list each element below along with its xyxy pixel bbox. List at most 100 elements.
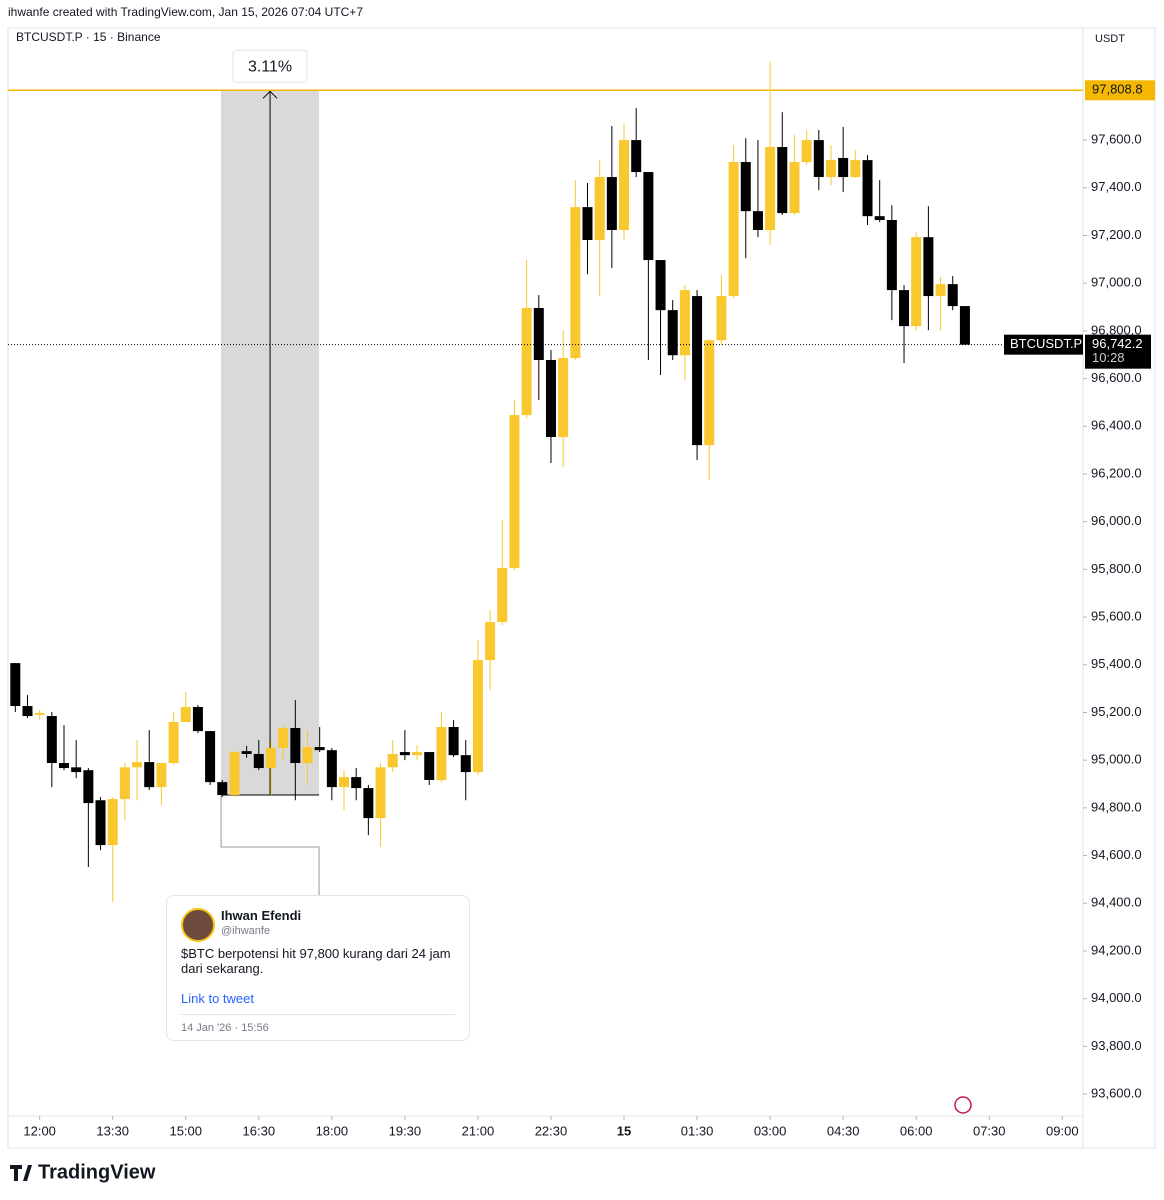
candle-body: [862, 160, 873, 217]
candle-body: [132, 762, 143, 768]
y-tick-label: 95,400.0: [1091, 656, 1142, 671]
y-tick-label: 97,000.0: [1091, 275, 1142, 290]
candle-body: [460, 755, 471, 773]
candle-body: [886, 219, 897, 291]
candle-body: [533, 307, 544, 360]
y-tick-label: 96,800.0: [1091, 322, 1142, 337]
price-tag-box: [1004, 334, 1083, 355]
candle-body: [46, 716, 57, 764]
candle-body: [825, 160, 836, 178]
tweet-link[interactable]: Link to tweet: [181, 991, 254, 1006]
target-label-box: [1085, 80, 1155, 101]
candle-body: [192, 706, 203, 732]
candle-body: [716, 296, 727, 341]
candle-body: [728, 162, 739, 297]
y-tick-label: 94,200.0: [1091, 942, 1142, 957]
x-tick-label: 12:00: [23, 1123, 56, 1138]
candle-body: [789, 162, 800, 214]
candle-body: [339, 777, 350, 788]
y-tick-label: 95,600.0: [1091, 609, 1142, 624]
candle-body: [935, 284, 946, 297]
x-tick-label: 01:30: [681, 1123, 714, 1138]
y-tick-label: 94,800.0: [1091, 799, 1142, 814]
tweet-text: $BTC berpotensi hit 97,800 kurang dari 2…: [181, 946, 451, 976]
candle-body: [10, 663, 21, 707]
candle-body: [850, 160, 861, 178]
x-tick-label: 21:00: [462, 1123, 495, 1138]
candle-body: [156, 763, 167, 788]
candle-body: [740, 162, 751, 212]
y-tick-label: 96,000.0: [1091, 513, 1142, 528]
x-tick-label: 03:00: [754, 1123, 787, 1138]
x-tick-label: 09:00: [1046, 1123, 1079, 1138]
symbol-title: BTCUSDT.P · 15 · Binance: [16, 30, 161, 44]
y-tick-label: 96,400.0: [1091, 418, 1142, 433]
y-tick-label: 93,600.0: [1091, 1085, 1142, 1100]
candle-body: [558, 358, 569, 438]
candle-body: [22, 706, 33, 717]
candle-body: [813, 140, 824, 178]
last-price-label: 96,742.2: [1092, 336, 1143, 351]
x-tick-label: 22:30: [535, 1123, 568, 1138]
candle-body: [655, 260, 666, 311]
tweet-card: Ihwan Efendi @ihwanfe $BTC berpotensi hi…: [166, 895, 470, 1041]
candle-body: [424, 752, 435, 780]
x-tick-label: 16:30: [243, 1123, 276, 1138]
candle-body: [278, 727, 289, 749]
y-tick-label: 94,400.0: [1091, 895, 1142, 910]
y-tick-label: 93,800.0: [1091, 1038, 1142, 1053]
candle-body: [217, 782, 228, 795]
candle-body: [363, 788, 374, 819]
tweet-handle: @ihwanfe: [221, 925, 271, 937]
separator: [181, 1014, 455, 1015]
candle-body: [570, 207, 581, 359]
candle-body: [302, 747, 313, 764]
y-tick-label: 97,600.0: [1091, 132, 1142, 147]
avatar: [181, 908, 215, 942]
y-tick-label: 96,600.0: [1091, 370, 1142, 385]
candle-body: [59, 763, 70, 769]
x-tick-label: 18:00: [316, 1123, 349, 1138]
connector: [220, 794, 320, 895]
candle-body: [692, 296, 703, 446]
candle-body: [95, 800, 106, 846]
candle-body: [801, 140, 812, 163]
candle-body: [619, 140, 630, 231]
candle-body: [485, 622, 496, 661]
candle-body: [667, 310, 678, 356]
candle-body: [83, 770, 94, 804]
tweet-name: Ihwan Efendi: [221, 908, 302, 923]
measure-label: 3.11%: [248, 59, 292, 76]
brand: TradingView: [38, 1161, 156, 1183]
measure-label-box: [232, 49, 308, 83]
candle-body: [838, 157, 849, 178]
brand-logo: [10, 1165, 32, 1181]
candle-body: [679, 290, 690, 356]
y-tick-label: 94,000.0: [1091, 990, 1142, 1005]
candle-body: [947, 284, 958, 307]
x-tick-label: 13:30: [96, 1123, 129, 1138]
candle-body: [959, 306, 970, 345]
candle-body: [606, 177, 617, 231]
candle-body: [326, 750, 337, 788]
candle-body: [119, 767, 130, 800]
candle-body: [314, 747, 325, 751]
candle-body: [777, 147, 788, 214]
candle-body: [643, 172, 654, 261]
candle-body: [472, 660, 483, 773]
candle-body: [497, 567, 508, 623]
candle-body: [436, 727, 447, 780]
x-tick-label: 06:00: [900, 1123, 933, 1138]
candle-body: [180, 706, 191, 723]
frame: [7, 27, 1156, 1149]
candle-body: [704, 340, 715, 446]
y-tick-label: 95,800.0: [1091, 561, 1142, 576]
y-tick-label: 95,200.0: [1091, 704, 1142, 719]
tweet-date: 14 Jan '26 · 15:56: [181, 1022, 269, 1034]
candle-body: [168, 722, 179, 764]
x-tick-label: 15:00: [169, 1123, 202, 1138]
candle-body: [205, 731, 216, 783]
